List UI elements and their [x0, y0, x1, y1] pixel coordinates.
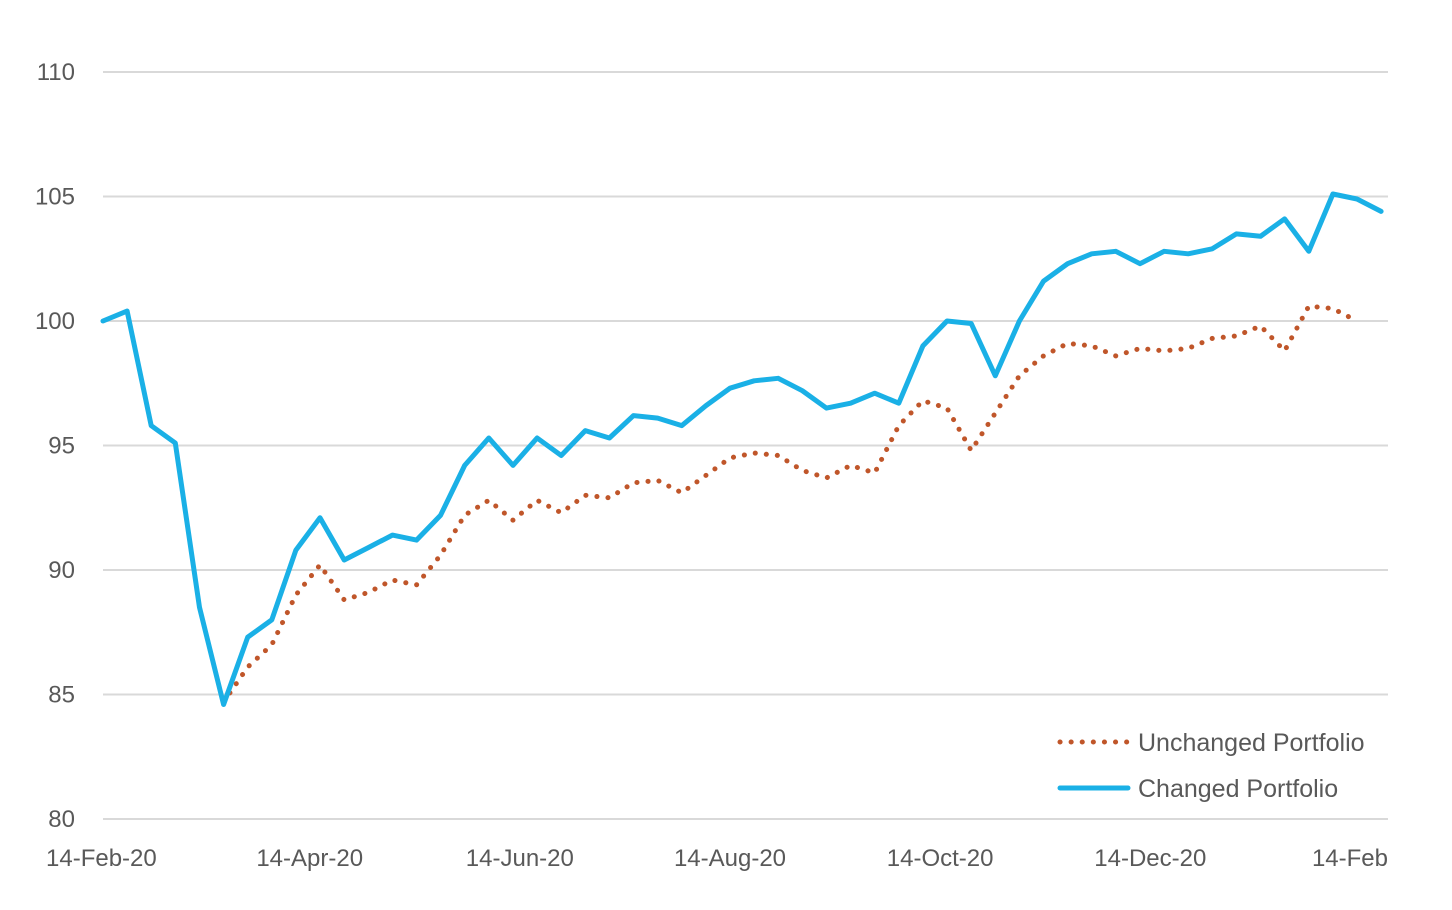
y-tick-label-95: 95 [48, 433, 75, 460]
gridlines [103, 71, 1388, 820]
x-tick-label-14-Apr-20: 14-Apr-20 [256, 845, 363, 872]
y-tick-label-85: 85 [48, 682, 75, 709]
y-tick-label-105: 105 [35, 184, 75, 211]
legend-label-changed-portfolio: Changed Portfolio [1138, 775, 1338, 803]
legend-label-unchanged-portfolio: Unchanged Portfolio [1138, 729, 1365, 757]
x-tick-label-14-Aug-20: 14-Aug-20 [674, 845, 786, 872]
x-tick-label-14-Dec-20: 14-Dec-20 [1094, 845, 1206, 872]
x-tick-label-14-Feb: 14-Feb [1312, 845, 1388, 872]
y-tick-label-110: 110 [37, 59, 75, 86]
x-axis-tick-labels: 14-Feb-20 14-Apr-20 14-Jun-20 14-Aug-20 14-O… [46, 845, 1388, 872]
legend: Unchanged Portfolio Changed Portfolio [1057, 729, 1365, 803]
series-line-changed-portfolio [100, 191, 1384, 707]
x-tick-label-14-Feb-20: 14-Feb-20 [46, 845, 157, 872]
x-tick-label-14-Jun-20: 14-Jun-20 [466, 845, 574, 872]
y-tick-label-80: 80 [48, 806, 75, 833]
y-tick-label-90: 90 [48, 557, 75, 584]
series-line-unchanged-portfolio [221, 303, 1360, 705]
series-lines [100, 191, 1384, 707]
y-axis-tick-labels: 110 105 100 95 90 85 80 [35, 59, 75, 833]
y-tick-label-100: 100 [35, 308, 75, 335]
x-tick-label-14-Oct-20: 14-Oct-20 [887, 845, 994, 872]
